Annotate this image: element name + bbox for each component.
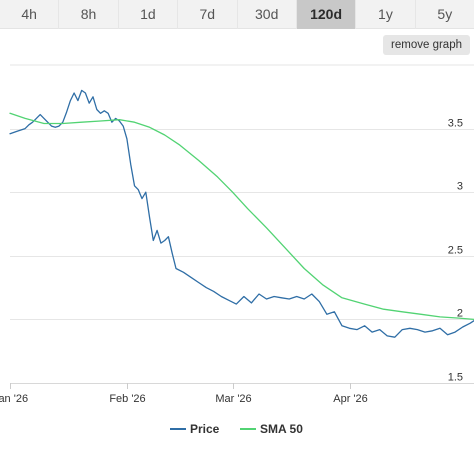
price-series-line (9, 89, 474, 338)
series-lines (9, 89, 474, 338)
chart-legend: Price SMA 50 (170, 422, 303, 436)
tab-1y[interactable]: 1y (356, 0, 416, 29)
tab-5y[interactable]: 5y (437, 6, 453, 22)
legend-price-label[interactable]: Price (190, 422, 220, 436)
tab-8h[interactable]: 8h (59, 0, 119, 29)
legend-sma50-label[interactable]: SMA 50 (260, 422, 303, 436)
y-tick-label: 3.5 (448, 118, 463, 130)
y-tick-label: 2 (457, 308, 463, 320)
x-tick-label: Feb '26 (109, 393, 145, 405)
tab-30d[interactable]: 30d (238, 0, 297, 29)
tab-7d[interactable]: 7d (178, 0, 238, 29)
y-tick-label: 1.5 (448, 372, 463, 384)
tab-1d[interactable]: 1d (119, 0, 179, 29)
axes: 1.5 2 2.5 3 3.5 Jan '26 Feb '26 Mar '26 Apr '26 (0, 118, 474, 405)
y-tick-label: 2.5 (448, 245, 463, 257)
tab-4h[interactable]: 4h (0, 0, 60, 29)
tab-120d[interactable]: 120d (296, 0, 357, 29)
y-tick-label: 3 (457, 181, 463, 193)
grid-lines (10, 64, 474, 384)
x-tick-label: Mar '26 (215, 393, 251, 405)
x-tick-label: Apr '26 (333, 393, 368, 405)
sma50-series-line (9, 112, 474, 321)
remove-graph-button[interactable]: remove graph (383, 35, 470, 55)
x-tick-label: Jan '26 (0, 393, 28, 405)
timeframe-tabs: 4h 8h 1d 7d 30d 120d 1y 5y (0, 0, 474, 29)
